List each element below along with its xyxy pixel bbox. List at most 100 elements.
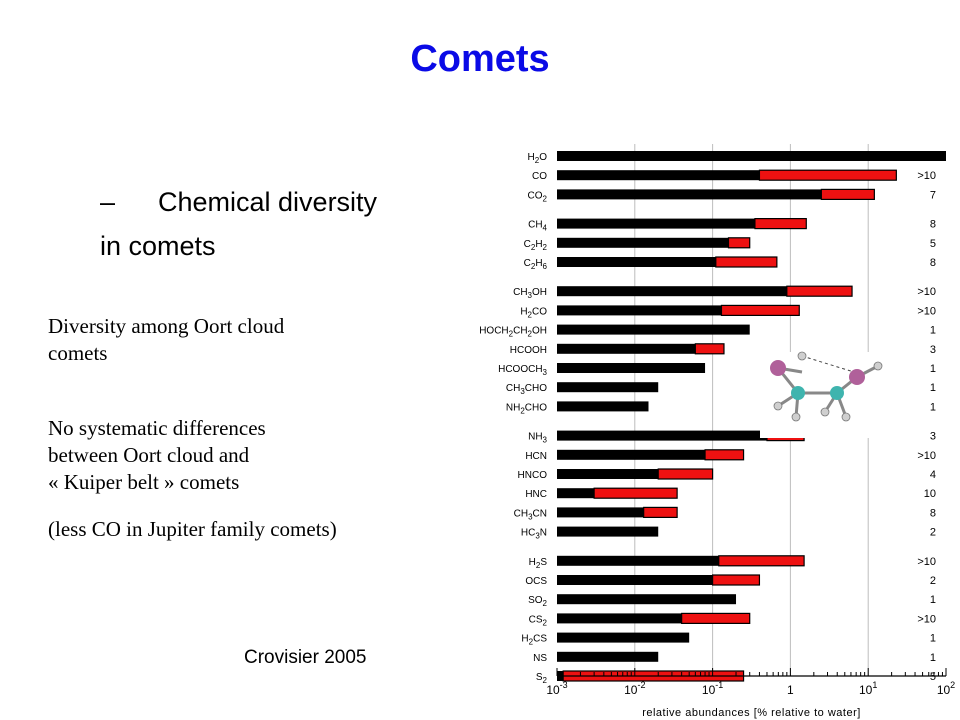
- ratio-label: 7: [930, 189, 936, 201]
- molecule-label: HCOOCH3: [498, 364, 547, 377]
- ratio-label: 3: [930, 431, 936, 443]
- molecule-label: OCS: [525, 576, 547, 587]
- chart-bars: [557, 151, 946, 682]
- ratio-label: >10: [917, 613, 936, 625]
- ratio-labels: >10 7 8 5 8 >10 >10 1 3 1 1 1 3 >10 4 10 8 2 >10 2 1 >10 1 1 5: [917, 170, 936, 683]
- ratio-label: 1: [930, 401, 936, 413]
- abundance-chart: H2O CO CO2 CH4 C2H2 C2H6 CH3OH H2CO HOCH2CH2OH HC…: [479, 144, 955, 719]
- x-tick-label: 10-3: [546, 680, 567, 697]
- bar-c2h6-min: [557, 257, 716, 267]
- bar-ch3cn-min: [557, 507, 644, 518]
- bar-hcn-min: [557, 449, 706, 460]
- bar-hcn-range: [704, 449, 745, 461]
- x-tick-label: 1: [787, 683, 794, 697]
- bar-ocs-min: [557, 575, 713, 585]
- molecule-label: CS2: [529, 614, 548, 627]
- ratio-label: 2: [930, 575, 936, 587]
- bar-ch3oh-range: [786, 285, 853, 297]
- x-tick-label: 102: [937, 680, 955, 697]
- x-tick-label: 101: [859, 680, 877, 697]
- bar-hnco-range: [657, 468, 714, 480]
- bar-so2-min: [557, 594, 737, 605]
- bar-h2s-range: [718, 555, 805, 567]
- bar-ch3oh-min: [557, 286, 787, 297]
- note-diff-line-1: No systematic differences: [48, 416, 266, 440]
- molecule-label: HOCH2CH2OH: [479, 326, 547, 339]
- ratio-label: 2: [930, 527, 936, 539]
- molecule-label: CH4: [528, 220, 547, 233]
- molecule-label: HC3N: [521, 528, 547, 541]
- bar-c2h6-range: [715, 256, 778, 268]
- bar-hcooh-range: [694, 343, 725, 355]
- bullet-point: – Chemical diversity in comets: [100, 180, 377, 268]
- molecule-label: SO2: [528, 595, 547, 608]
- bar-ch3cho-min: [557, 382, 659, 393]
- molecule-label: HCOOH: [510, 345, 547, 356]
- ratio-label: 5: [930, 238, 936, 250]
- ratio-label: 5: [930, 671, 936, 683]
- ratio-label: 1: [930, 652, 936, 664]
- molecule-label: CO2: [528, 190, 548, 203]
- molecule-label: H2O: [528, 152, 548, 165]
- note-oort-line-1: Diversity among Oort cloud: [48, 314, 285, 338]
- bar-cs2-min: [557, 613, 682, 624]
- molecule-label: CH3CHO: [506, 383, 547, 396]
- bar-ch4-range: [754, 217, 807, 230]
- molecule-labels: H2O CO CO2 CH4 C2H2 C2H6 CH3OH H2CO HOCH2CH2OH HC…: [479, 152, 547, 685]
- ratio-label: 8: [930, 507, 936, 519]
- bullet-text-2: in comets: [100, 231, 216, 261]
- molecule-label: C2H6: [524, 258, 548, 271]
- bullet-line-1: – Chemical diversity: [100, 180, 377, 224]
- ratio-label: >10: [917, 170, 936, 182]
- ratio-label: 1: [930, 325, 936, 337]
- bar-hnc-range: [593, 487, 678, 499]
- ratio-label: 1: [930, 363, 936, 375]
- bar-c2h2-min: [557, 237, 729, 248]
- bar-hcooch3-min: [557, 363, 706, 373]
- molecule-label: CH3OH: [513, 287, 547, 300]
- molecule-label: S2: [536, 672, 548, 685]
- bullet-text-1: Chemical diversity: [158, 187, 378, 217]
- bar-co-min: [557, 170, 760, 181]
- ratio-label: >10: [917, 450, 936, 462]
- x-axis: 10-3 10-2 10-1 1 101 102 relative abundances […: [546, 668, 955, 719]
- ratio-label: 1: [930, 594, 936, 606]
- bar-c2h2-range: [727, 237, 751, 249]
- ratio-label: 8: [930, 257, 936, 269]
- bar-co-range: [758, 169, 897, 181]
- x-tick-label: 10-1: [702, 680, 723, 697]
- bar-h2s-min: [557, 555, 719, 566]
- ratio-label: 10: [924, 488, 936, 500]
- x-tick-label: 10-2: [624, 680, 645, 697]
- ratio-label: >10: [917, 286, 936, 298]
- credit-citation: Crovisier 2005: [244, 647, 367, 668]
- note-diff-line-2: between Oort cloud and: [48, 443, 250, 467]
- molecule-label: HCN: [525, 451, 547, 462]
- note-no-differences: No systematic differences between Oort c…: [48, 415, 266, 496]
- bar-h2co-range: [720, 304, 800, 316]
- molecule-label: NH3: [528, 432, 547, 445]
- molecule-label: HNC: [525, 489, 547, 500]
- bar-hc3n-min: [557, 526, 659, 537]
- ratio-label: 1: [930, 382, 936, 394]
- bar-ch4-min: [557, 218, 755, 229]
- molecule-label: CH3CN: [514, 508, 547, 521]
- bullet-dash: –: [100, 187, 116, 217]
- molecule-label: H2S: [529, 557, 548, 570]
- bar-hnco-min: [557, 469, 659, 479]
- bar-nh3-min: [557, 430, 767, 441]
- bar-ch3cn-range: [643, 506, 678, 518]
- note-jupiter-family: (less CO in Jupiter family comets): [48, 517, 337, 541]
- bar-hnc-min: [557, 488, 595, 499]
- molecule-label: H2CS: [521, 634, 547, 647]
- bar-hcooh-min: [557, 343, 696, 354]
- bar-ocs-range: [712, 574, 761, 586]
- molecule-label: HNCO: [518, 470, 548, 481]
- bar-ns-min: [557, 651, 659, 662]
- ratio-label: >10: [917, 305, 936, 317]
- molecule-label: C2H2: [524, 239, 548, 252]
- bar-h2cs-min: [557, 632, 690, 643]
- bar-cs2-range: [681, 612, 751, 624]
- x-axis-label: relative abundances [% relative to water…: [642, 707, 861, 719]
- ratio-label: >10: [917, 556, 936, 568]
